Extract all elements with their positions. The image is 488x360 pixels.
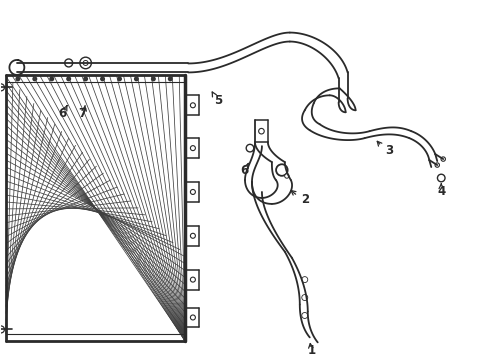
- Circle shape: [33, 77, 37, 81]
- Circle shape: [258, 129, 264, 134]
- Text: 3: 3: [385, 144, 393, 157]
- Circle shape: [434, 163, 439, 167]
- Circle shape: [440, 157, 445, 161]
- Circle shape: [284, 174, 288, 178]
- Text: 6: 6: [240, 163, 247, 176]
- Circle shape: [151, 77, 155, 81]
- Text: 2: 2: [300, 193, 308, 206]
- Text: 4: 4: [436, 185, 445, 198]
- Circle shape: [83, 77, 87, 81]
- Circle shape: [118, 77, 121, 81]
- Text: 1: 1: [307, 344, 315, 357]
- Text: 7: 7: [79, 107, 86, 120]
- Text: 5: 5: [214, 94, 222, 107]
- Circle shape: [50, 77, 53, 81]
- Circle shape: [67, 77, 70, 81]
- Text: 6: 6: [59, 107, 67, 120]
- Circle shape: [168, 77, 172, 81]
- Circle shape: [16, 77, 20, 81]
- Circle shape: [101, 77, 104, 81]
- Circle shape: [134, 77, 138, 81]
